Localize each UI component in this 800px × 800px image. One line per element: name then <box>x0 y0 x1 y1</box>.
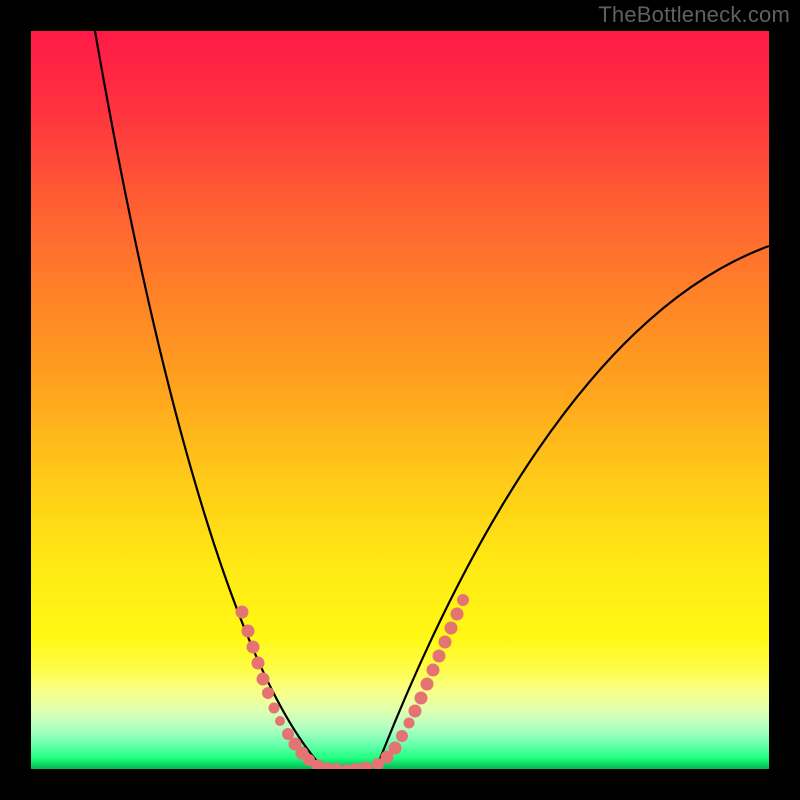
trace-marker <box>404 718 415 729</box>
trace-marker <box>247 641 260 654</box>
trace-marker <box>275 716 285 726</box>
watermark-text: TheBottleneck.com <box>598 2 790 28</box>
trace-marker <box>409 705 422 718</box>
trace-marker <box>427 664 440 677</box>
plot-background-gradient <box>31 31 769 769</box>
trace-marker <box>242 625 255 638</box>
trace-marker <box>236 606 249 619</box>
trace-marker <box>445 622 458 635</box>
trace-marker <box>252 657 265 670</box>
trace-marker <box>451 608 464 621</box>
trace-marker <box>421 678 434 691</box>
trace-marker <box>439 636 452 649</box>
trace-marker <box>389 742 402 755</box>
trace-marker <box>269 703 280 714</box>
trace-marker <box>457 594 469 606</box>
trace-marker <box>257 673 270 686</box>
trace-marker <box>433 650 446 663</box>
trace-marker <box>396 730 408 742</box>
trace-marker <box>262 687 274 699</box>
chart-container: TheBottleneck.com <box>0 0 800 800</box>
trace-marker <box>415 692 428 705</box>
chart-svg <box>0 0 800 800</box>
